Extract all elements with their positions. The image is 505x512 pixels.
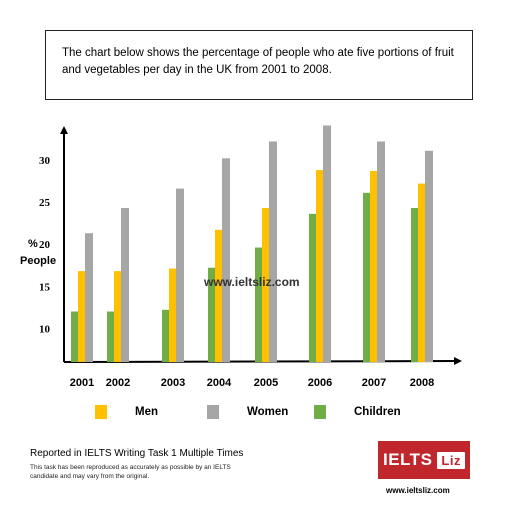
- y-tick-label: 30: [39, 155, 51, 167]
- logo-text-ielts: IELTS: [383, 450, 433, 469]
- bar-men-2004: [215, 229, 223, 362]
- bar-women-2004: [222, 158, 230, 362]
- logo-text-liz: Liz: [437, 451, 465, 469]
- bar-children-2008: [411, 207, 419, 362]
- x-tick-label: 2006: [308, 377, 332, 389]
- task-prompt-box: The chart below shows the percentage of …: [45, 30, 473, 100]
- x-tick-labels: 2001 2002 2003 2004 2005 2006 2007 2008: [70, 377, 434, 389]
- bar-women-2001: [85, 233, 93, 362]
- bar-men-2006: [316, 170, 324, 362]
- footer-note: This task has been reproduced as accurat…: [30, 464, 231, 480]
- legend-women: Women: [207, 405, 288, 419]
- bar-women-2006: [323, 125, 331, 362]
- watermark: www.ieltsliz.com: [203, 275, 300, 289]
- prompt-line-1: The chart below shows the percentage of …: [62, 47, 454, 59]
- bar-women-2005: [269, 141, 277, 362]
- x-tick-label: 2001: [70, 377, 94, 389]
- legend-children: Children: [314, 405, 401, 419]
- y-axis-symbol: %: [28, 238, 38, 250]
- footer-title: Reported in IELTS Writing Task 1 Multipl…: [30, 448, 244, 459]
- bar-men-2001: [78, 271, 86, 362]
- x-tick-label: 2002: [106, 377, 130, 389]
- y-tick-labels: 10 15 20 25 30: [39, 155, 51, 335]
- x-tick-label: 2005: [254, 377, 278, 389]
- website-url: www.ieltsliz.com: [386, 486, 450, 495]
- bar-children-2001: [71, 311, 79, 362]
- bar-women-2003: [176, 188, 184, 362]
- bar-children-2006: [309, 213, 317, 362]
- x-tick-label: 2004: [207, 377, 232, 389]
- legend-women-label: Women: [247, 406, 289, 418]
- bar-men-2008: [418, 183, 426, 362]
- legend-men-label: Men: [135, 406, 158, 418]
- x-tick-label: 2007: [362, 377, 386, 389]
- bar-men-2007: [370, 170, 378, 362]
- x-tick-label: 2008: [410, 377, 434, 389]
- bar-women-2007: [377, 141, 385, 362]
- x-tick-label: 2003: [161, 377, 185, 389]
- y-axis-label: People: [20, 255, 56, 267]
- y-axis-arrow: [60, 126, 68, 134]
- chart-legend: Men Women Children: [0, 405, 505, 429]
- y-tick-label: 10: [39, 323, 51, 335]
- bar-children-2004: [208, 267, 216, 362]
- ielts-liz-logo: IELTS Liz: [378, 441, 470, 479]
- bar-women-2008: [425, 150, 433, 362]
- bar-men-2002: [114, 271, 122, 362]
- bar-men-2005: [262, 207, 270, 362]
- bar-children-2003: [162, 309, 170, 362]
- bar-men-2003: [169, 268, 177, 362]
- y-tick-label: 20: [39, 239, 51, 251]
- legend-men: Men: [95, 405, 158, 419]
- bar-children-2002: [107, 311, 115, 362]
- prompt-line-2: and vegetables per day in the UK from 20…: [62, 64, 332, 76]
- bar-children-2007: [363, 192, 371, 362]
- legend-children-label: Children: [354, 406, 401, 418]
- legend-men-swatch: [95, 405, 107, 419]
- legend-children-swatch: [314, 405, 326, 419]
- chart-bars: [71, 125, 433, 362]
- y-tick-label: 15: [39, 281, 51, 293]
- bar-women-2002: [121, 207, 129, 362]
- legend-women-swatch: [207, 405, 219, 419]
- y-tick-label: 25: [39, 197, 51, 209]
- x-axis-arrow: [454, 357, 462, 365]
- bar-children-2005: [255, 247, 263, 362]
